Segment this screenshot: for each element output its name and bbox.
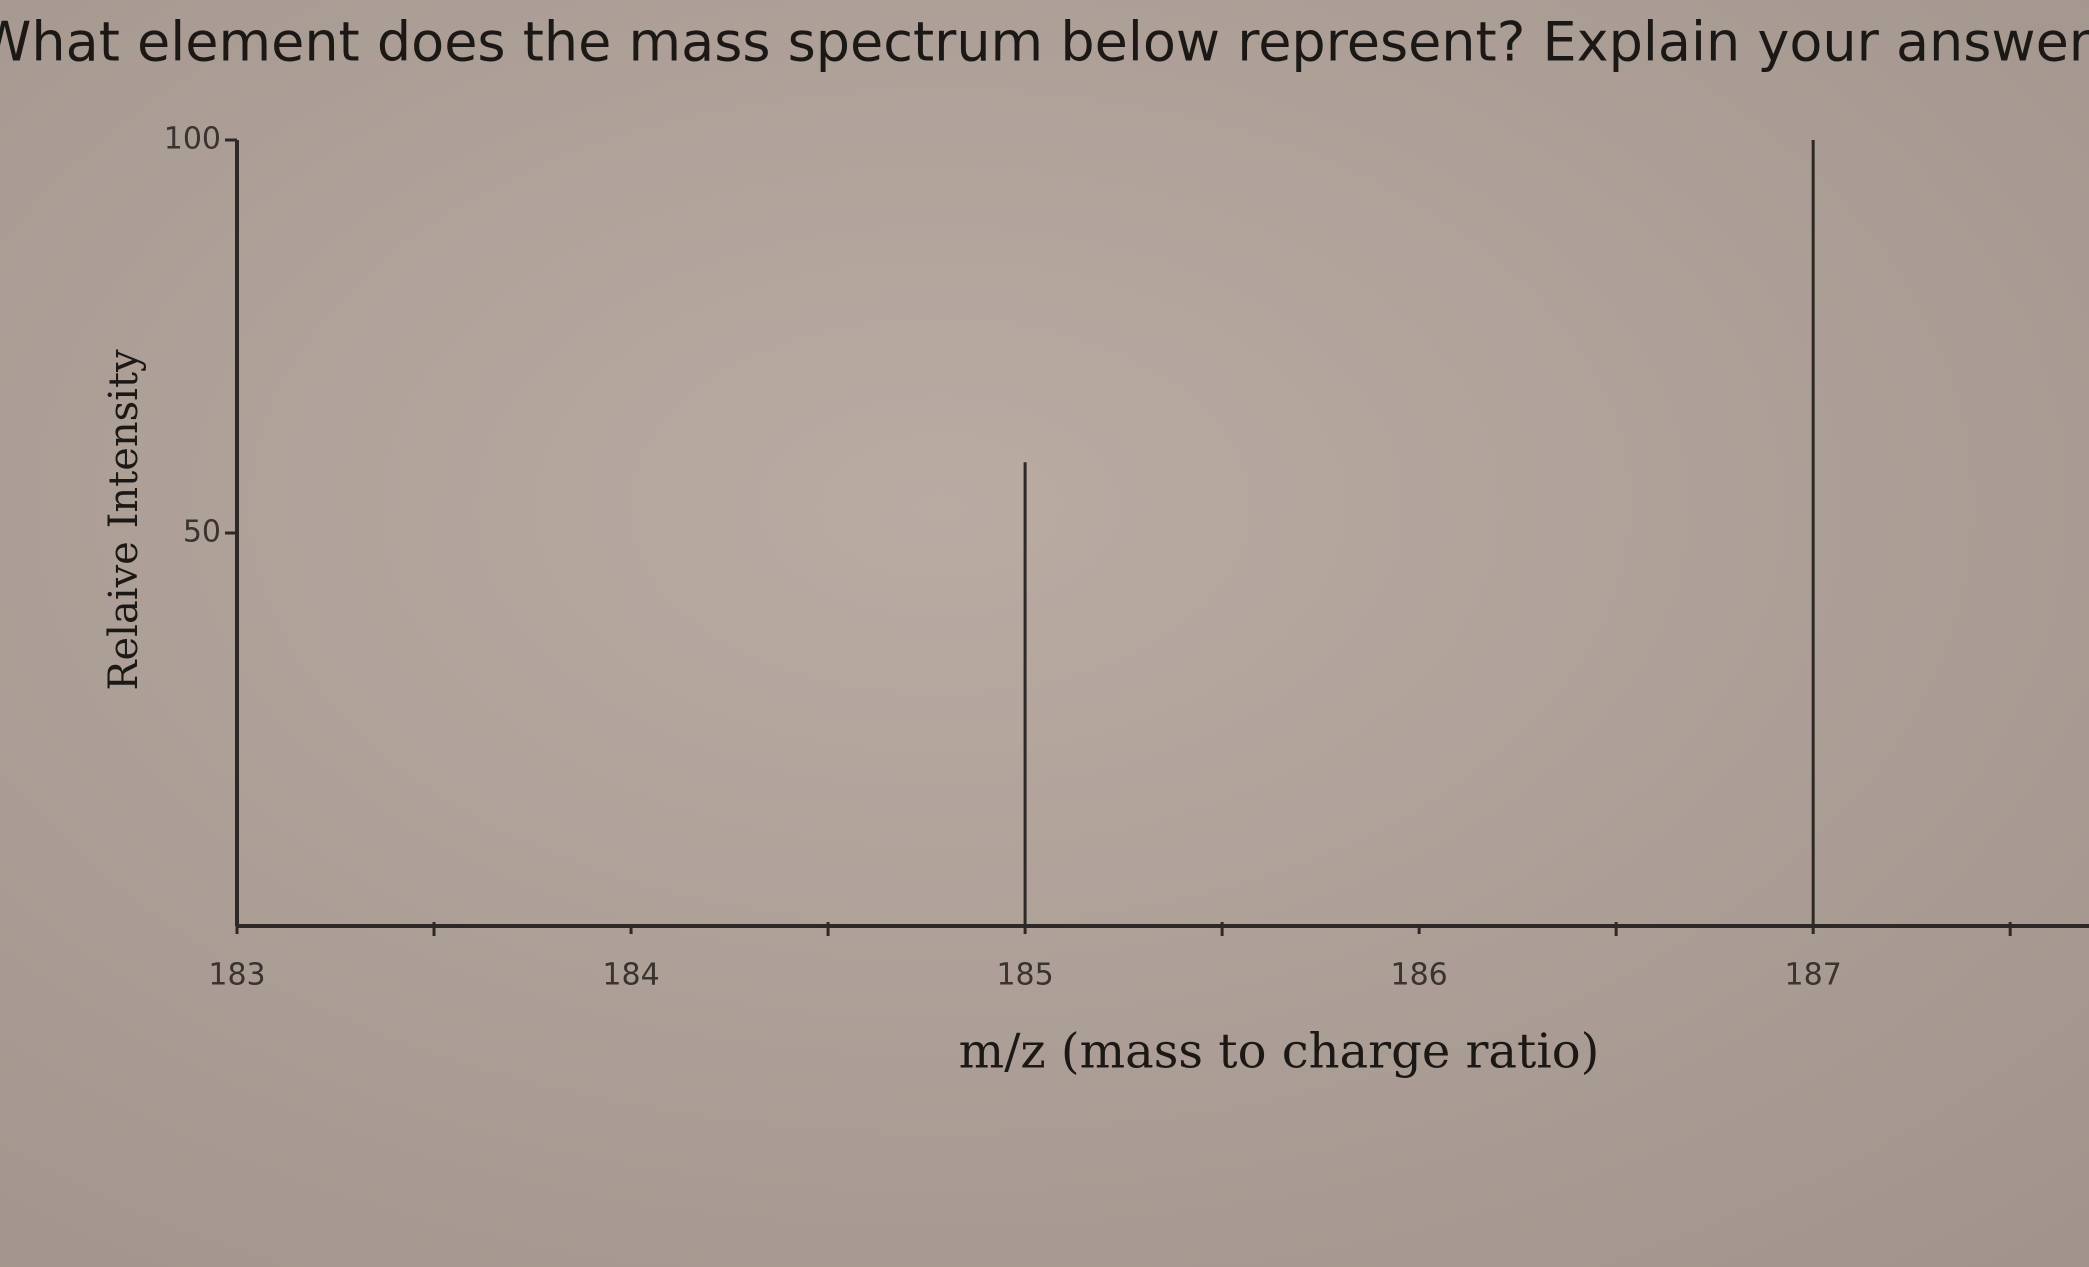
question: What element does the mass spectrum belo… [0,11,2089,74]
x-tick-label: 187 [1785,958,1842,993]
x-tick-label: 184 [602,958,659,993]
x-tick-label: 183 [208,958,265,993]
y-tick-label: 50 [183,515,221,550]
x-axis-label: m/z (mass to charge ratio) [959,1024,1600,1080]
y-axis-label: Relaive Intensity [101,349,147,691]
x-tick-label: 185 [996,958,1053,993]
y-tick-label: 100 [164,122,221,157]
x-tick-label: 186 [1390,958,1447,993]
